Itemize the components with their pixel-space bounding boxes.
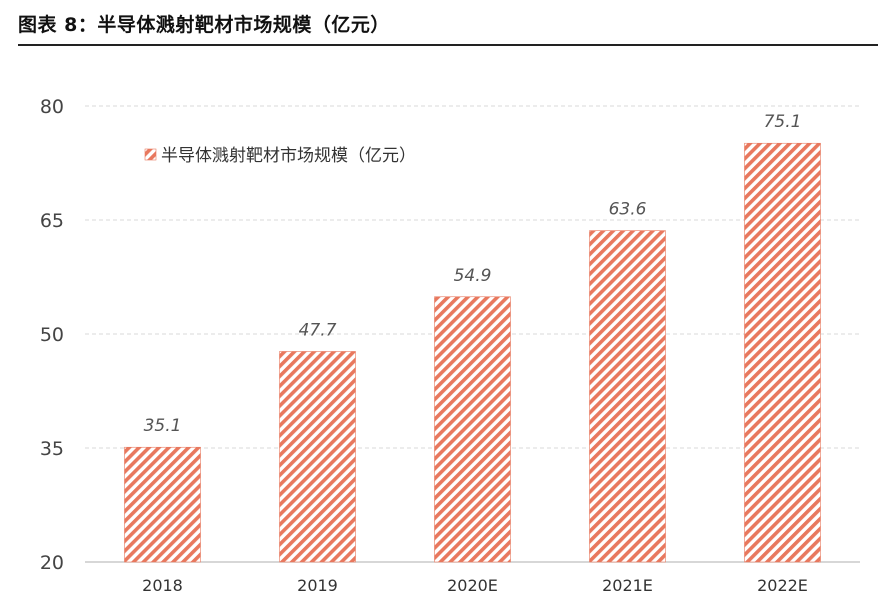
legend-label: 半导体溅射靶材市场规模（亿元）	[161, 146, 416, 166]
data-label: 54.9	[454, 266, 492, 286]
data-label: 63.6	[609, 200, 647, 220]
bar-2019	[279, 351, 356, 563]
bar-2022E	[744, 142, 821, 563]
x-tick-label: 2019	[297, 576, 338, 595]
x-tick-label: 2022E	[757, 576, 808, 595]
y-tick-label: 20	[40, 552, 64, 574]
data-label: 47.7	[299, 320, 337, 340]
legend: 半导体溅射靶材市场规模（亿元）	[144, 146, 416, 166]
data-label: 35.1	[144, 416, 182, 436]
legend-swatch	[144, 148, 157, 161]
y-tick-label: 35	[40, 438, 64, 460]
y-tick-label: 50	[40, 324, 64, 346]
x-tick-label: 2021E	[602, 576, 653, 595]
y-tick-label: 65	[40, 210, 64, 232]
data-labels: 35.1 47.7 54.9 63.6 75.1	[144, 112, 802, 436]
bar-2018	[124, 446, 201, 563]
y-tick-label: 80	[40, 96, 64, 118]
bars	[124, 142, 821, 563]
bar-2020E	[434, 296, 511, 563]
data-label: 75.1	[764, 112, 802, 132]
axes: 20 35 50 65 80 2018 2019 2020E 2021E 2022E	[40, 96, 860, 595]
bar-2021E	[589, 230, 666, 563]
figure-title: 图表 8：半导体溅射靶材市场规模（亿元）	[18, 10, 878, 46]
x-tick-label: 2020E	[447, 576, 498, 595]
x-tick-label: 2018	[142, 576, 183, 595]
